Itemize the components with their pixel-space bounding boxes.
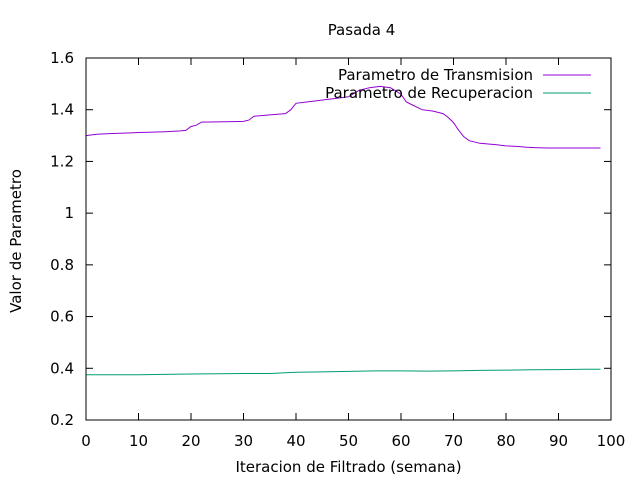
y-tick-label: 0.8 bbox=[50, 256, 74, 274]
x-axis-label: Iteracion de Filtrado (semana) bbox=[235, 458, 461, 476]
x-tick-label: 90 bbox=[549, 432, 568, 450]
y-tick-label: 0.4 bbox=[50, 359, 74, 377]
x-tick-label: 50 bbox=[339, 432, 358, 450]
y-tick-label: 1.2 bbox=[50, 152, 74, 170]
x-tick-label: 30 bbox=[234, 432, 253, 450]
x-tick-label: 10 bbox=[129, 432, 148, 450]
x-tick-label: 60 bbox=[391, 432, 410, 450]
x-tick-label: 20 bbox=[181, 432, 200, 450]
plot-frame bbox=[85, 57, 612, 421]
y-tick-label: 1 bbox=[64, 204, 74, 222]
y-tick-label: 0.2 bbox=[50, 411, 74, 429]
x-tick-label: 80 bbox=[496, 432, 515, 450]
y-tick-label: 1.4 bbox=[50, 101, 74, 119]
legend-label-2: Parametro de Recuperacion bbox=[325, 84, 533, 102]
legend-label-1: Parametro de Transmision bbox=[338, 66, 533, 84]
x-tick-label: 70 bbox=[444, 432, 463, 450]
series-line-2 bbox=[86, 368, 601, 376]
y-tick-label: 1.6 bbox=[50, 49, 74, 67]
x-tick-label: 100 bbox=[597, 432, 626, 450]
plot-series bbox=[85, 85, 601, 376]
axis-ticks: 0 10 20 30 40 50 60 70 80 90 100 0.2 0.4 0.6 0.8 1 1.2 1.… bbox=[50, 49, 625, 450]
series-line-1 bbox=[85, 85, 601, 149]
chart-title: Pasada 4 bbox=[328, 21, 396, 39]
x-tick-label: 40 bbox=[286, 432, 305, 450]
y-tick-label: 0.6 bbox=[50, 308, 74, 326]
x-tick-label: 0 bbox=[81, 432, 91, 450]
y-axis-label: Valor de Parametro bbox=[7, 169, 25, 313]
